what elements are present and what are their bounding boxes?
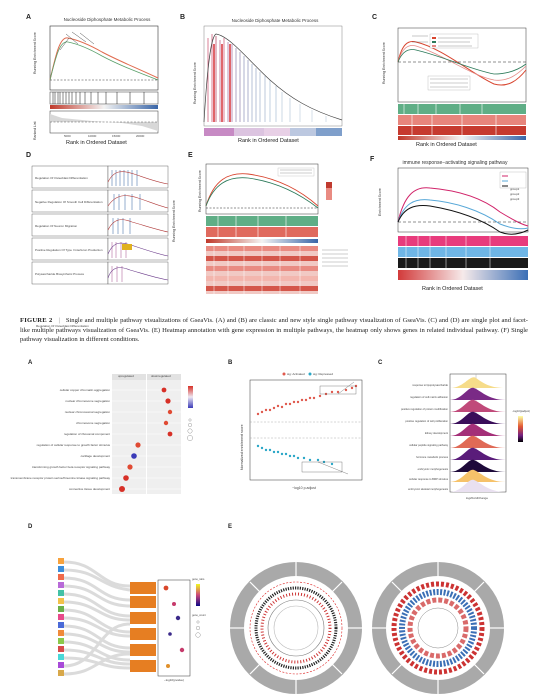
caption-text: Single and multiple pathway visualizatio… <box>20 317 528 344</box>
panel-bottom-a: A upregulated downregula <box>11 360 208 510</box>
panel-bottom-e: E <box>228 524 538 696</box>
x-axis-label: Rank in Ordered Dataset <box>238 138 299 144</box>
ridge-term: cellular response to BMP stimulus <box>408 478 448 481</box>
legend-item: group2 <box>510 192 520 196</box>
facet-term-2: Negative Regulation Of Smooth Cell Diffe… <box>35 200 103 204</box>
panel-top-f: F immune response−activating signaling p… <box>370 156 532 306</box>
term-label: transforming growth factor beta receptor… <box>31 465 110 469</box>
panel-letter: D <box>28 524 33 530</box>
x-axis-label: −log10 p.adjust <box>292 486 316 490</box>
ridge-term: kidney development <box>424 432 448 435</box>
panel-title: immune response−activating signaling pat… <box>402 160 508 166</box>
facet-label: downregulated <box>151 374 171 378</box>
panel-letter: A <box>26 14 32 21</box>
panel-bottom-b: B Normalized enrichment score sig: Activ… <box>228 360 368 510</box>
gsea-heatmap-e <box>205 163 348 294</box>
dotplot-a <box>112 374 193 494</box>
panel-title: Nucleoside Diphosphate Metabolic Process <box>63 17 151 22</box>
panel-letter: D <box>26 152 32 159</box>
tick-label: 20000 <box>136 134 145 138</box>
ridgeplot-c <box>449 373 523 493</box>
panel-letter: C <box>378 360 383 366</box>
facet-term-1: Regulation Of Osteoblast Differentiation <box>35 176 88 180</box>
panel-letter: C <box>372 14 378 21</box>
tick-label: 10000 <box>88 134 97 138</box>
panel-top-e: E Running Enrichment Score <box>188 152 358 302</box>
legend-item: sig: Repressed <box>313 372 334 376</box>
panel-letter: F <box>370 156 375 163</box>
panel-letter: B <box>228 360 233 366</box>
x-axis-label: Rank in Ordered Dataset <box>416 142 477 148</box>
legend-item: group3 <box>510 197 520 201</box>
circos-e <box>230 562 504 694</box>
panel-letter: E <box>188 152 193 159</box>
legend-title: −log10(padjust) <box>512 410 530 413</box>
ridge-term: regulation of cell matrix adhesion <box>410 396 448 399</box>
term-label: chromosome segregation <box>76 421 110 425</box>
x-axis-label: Rank in Ordered Dataset <box>66 140 127 146</box>
term-label: nuclear chromosomal segregation <box>64 410 110 414</box>
term-label: nuclear chromosome segregation <box>65 399 110 403</box>
facet-label: upregulated <box>118 374 134 378</box>
panel-letter: B <box>180 14 186 21</box>
scatter-b <box>249 372 363 481</box>
legend-title: gene_ratio <box>192 578 205 581</box>
x-axis-label: log2FoldChange <box>466 496 489 500</box>
panel-letter: A <box>28 360 33 366</box>
ridge-term: cellular peptide signaling pathway <box>409 444 448 447</box>
count-title: gene_count <box>192 614 206 617</box>
ridge-term: embryonic morphogenesis <box>417 468 448 471</box>
tick-label: 5000 <box>64 134 71 138</box>
panel-letter: E <box>228 524 233 530</box>
facet-term-4: Positive Regulation Of Type I Interferon… <box>35 248 103 252</box>
x-axis-label: −log10(pvalue) <box>164 678 184 682</box>
panel-top-d: D Running Enrichment Score Regulation Of… <box>22 152 182 328</box>
ridge-term: positive regulation of cell proliferatio… <box>405 420 448 423</box>
term-label: connective tissue development <box>68 487 110 491</box>
ridge-term: positive regulation of protein modificat… <box>400 408 448 411</box>
panel-top-a: A Nucleoside Diphosphate Metabolic Proce… <box>22 14 162 149</box>
gsea-plot-a <box>49 25 159 134</box>
caption-sep: | <box>58 317 60 324</box>
figure-caption: FIGURE 2 | Single and multiple pathway v… <box>20 316 528 345</box>
sankey-d <box>58 558 201 677</box>
term-label: cartilage development <box>80 454 110 458</box>
ridge-term: hormone metabolic process <box>416 456 448 459</box>
caption-label: FIGURE 2 <box>20 317 53 324</box>
gsea-plot-b <box>203 25 343 136</box>
panel-title: Nucleoside Diphosphate Metabolic Process <box>231 18 319 23</box>
panel-top-b: B Nucleoside Diphosphate Metabolic Proce… <box>180 14 350 149</box>
panel-top-c: C Running Enrichment Score Term Name Ran… <box>372 14 532 154</box>
gsea-plot-c <box>397 27 527 140</box>
facet-term-3: Regulation Of Neuron Migration <box>35 224 78 228</box>
term-label: regulation of ribosomal component <box>63 432 110 436</box>
gsea-plot-f <box>397 167 529 280</box>
panel-bottom-c: C −log10(padjust) response to lipopolysa… <box>378 360 538 510</box>
term-label: regulation of cellular response to growt… <box>36 443 110 447</box>
facet-gsea-d <box>31 165 169 285</box>
term-label: transmembrane receptor protein serine/th… <box>10 476 110 480</box>
panel-bottom-d: D <box>28 524 208 694</box>
x-axis-label: Rank in Ordered Dataset <box>422 286 483 292</box>
tick-label: 15000 <box>112 134 121 138</box>
facet-term-5: Polysaccharide Biosynthetic Process <box>35 272 85 276</box>
term-label: cellular copper chromatin aggregation <box>59 388 110 392</box>
legend-item: group1 <box>510 187 520 191</box>
facet-term: Regulation Of Osteoblast Differentiation <box>36 324 89 328</box>
ridge-term: response to lipopolysaccharide <box>412 384 448 387</box>
ridge-term: embryonic skeletal morphogenesis <box>408 488 448 491</box>
legend-item: sig: Activated <box>287 372 305 376</box>
